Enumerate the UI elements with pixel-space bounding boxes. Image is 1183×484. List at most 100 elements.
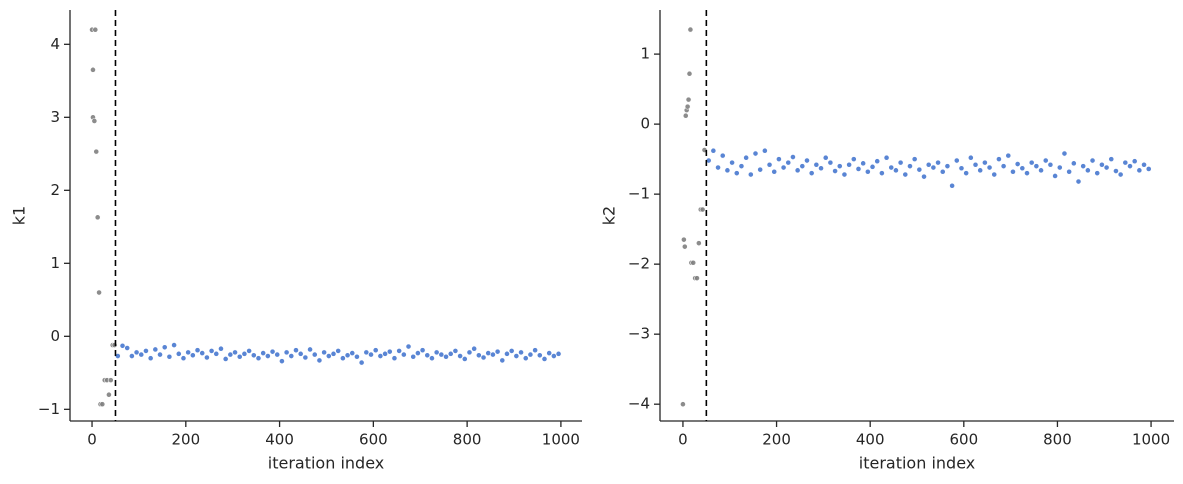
point [907, 163, 913, 170]
x-axis-label: iteration index [268, 454, 384, 473]
point [494, 348, 501, 355]
y-tick-label: 1 [640, 45, 650, 63]
point [344, 352, 351, 359]
point [991, 171, 998, 178]
point [518, 349, 524, 356]
point [719, 152, 726, 159]
point [897, 159, 904, 166]
point [1108, 156, 1115, 163]
point [189, 352, 196, 359]
point [1019, 165, 1026, 172]
point [690, 259, 697, 266]
point [171, 342, 177, 348]
point [916, 166, 923, 173]
y-tick-label: −1 [628, 185, 650, 203]
point [1080, 163, 1087, 170]
y-tick-label: −3 [628, 325, 650, 343]
point [124, 345, 131, 351]
point [106, 391, 112, 398]
point [1103, 164, 1110, 171]
point [475, 352, 482, 359]
point [680, 401, 686, 408]
point [447, 350, 454, 357]
point [855, 166, 862, 172]
point [1127, 163, 1133, 170]
point [684, 103, 691, 110]
point [227, 351, 234, 358]
point [185, 349, 192, 356]
point [794, 167, 801, 174]
x-tick-label: 800 [1043, 431, 1072, 449]
point [925, 161, 932, 168]
y-tick-label: −2 [628, 255, 650, 273]
point [846, 161, 853, 168]
point [400, 351, 407, 358]
point [685, 96, 692, 103]
point [536, 352, 543, 359]
point [260, 350, 267, 357]
x-tick-label: 1000 [542, 431, 580, 449]
point [166, 353, 173, 360]
point [138, 351, 145, 358]
point [939, 168, 946, 175]
point [386, 348, 393, 355]
point [743, 154, 750, 161]
x-tick-label: 400 [856, 431, 885, 449]
point [111, 342, 118, 348]
point [1070, 160, 1077, 167]
x-tick-label: 0 [678, 431, 688, 449]
point [883, 154, 890, 161]
point [414, 350, 421, 357]
point [694, 275, 700, 282]
point [94, 214, 101, 221]
point [293, 347, 299, 354]
point [1052, 173, 1058, 179]
point [527, 351, 534, 358]
point [953, 157, 960, 164]
point [504, 350, 510, 357]
point [733, 170, 740, 177]
point [405, 343, 412, 350]
point [452, 348, 459, 354]
point [92, 26, 99, 33]
point [218, 345, 224, 352]
point [681, 243, 688, 250]
point [766, 161, 773, 168]
point [949, 182, 956, 189]
point [757, 166, 764, 173]
point [288, 353, 295, 359]
point [808, 170, 815, 177]
point [339, 355, 346, 362]
point [888, 164, 895, 171]
point [499, 357, 506, 364]
point [433, 349, 440, 356]
point [424, 352, 431, 359]
point [738, 163, 745, 170]
point [335, 348, 342, 354]
point [264, 353, 271, 359]
point [358, 359, 365, 366]
point [274, 351, 281, 358]
point [1042, 157, 1049, 164]
point [372, 347, 379, 354]
point [204, 354, 210, 361]
point [841, 171, 848, 178]
point [1014, 161, 1021, 167]
point [878, 170, 885, 177]
point [175, 350, 182, 357]
point [790, 154, 796, 160]
point [1033, 163, 1040, 170]
point [1061, 150, 1068, 157]
x-axis-label: iteration index [859, 454, 975, 473]
point [832, 168, 838, 174]
point [382, 350, 388, 357]
point [827, 159, 834, 166]
point [546, 350, 553, 357]
point [799, 163, 806, 170]
point [958, 165, 965, 172]
point [99, 401, 106, 408]
point [1066, 168, 1073, 175]
point [836, 163, 843, 170]
point [752, 150, 759, 157]
point [208, 348, 215, 354]
